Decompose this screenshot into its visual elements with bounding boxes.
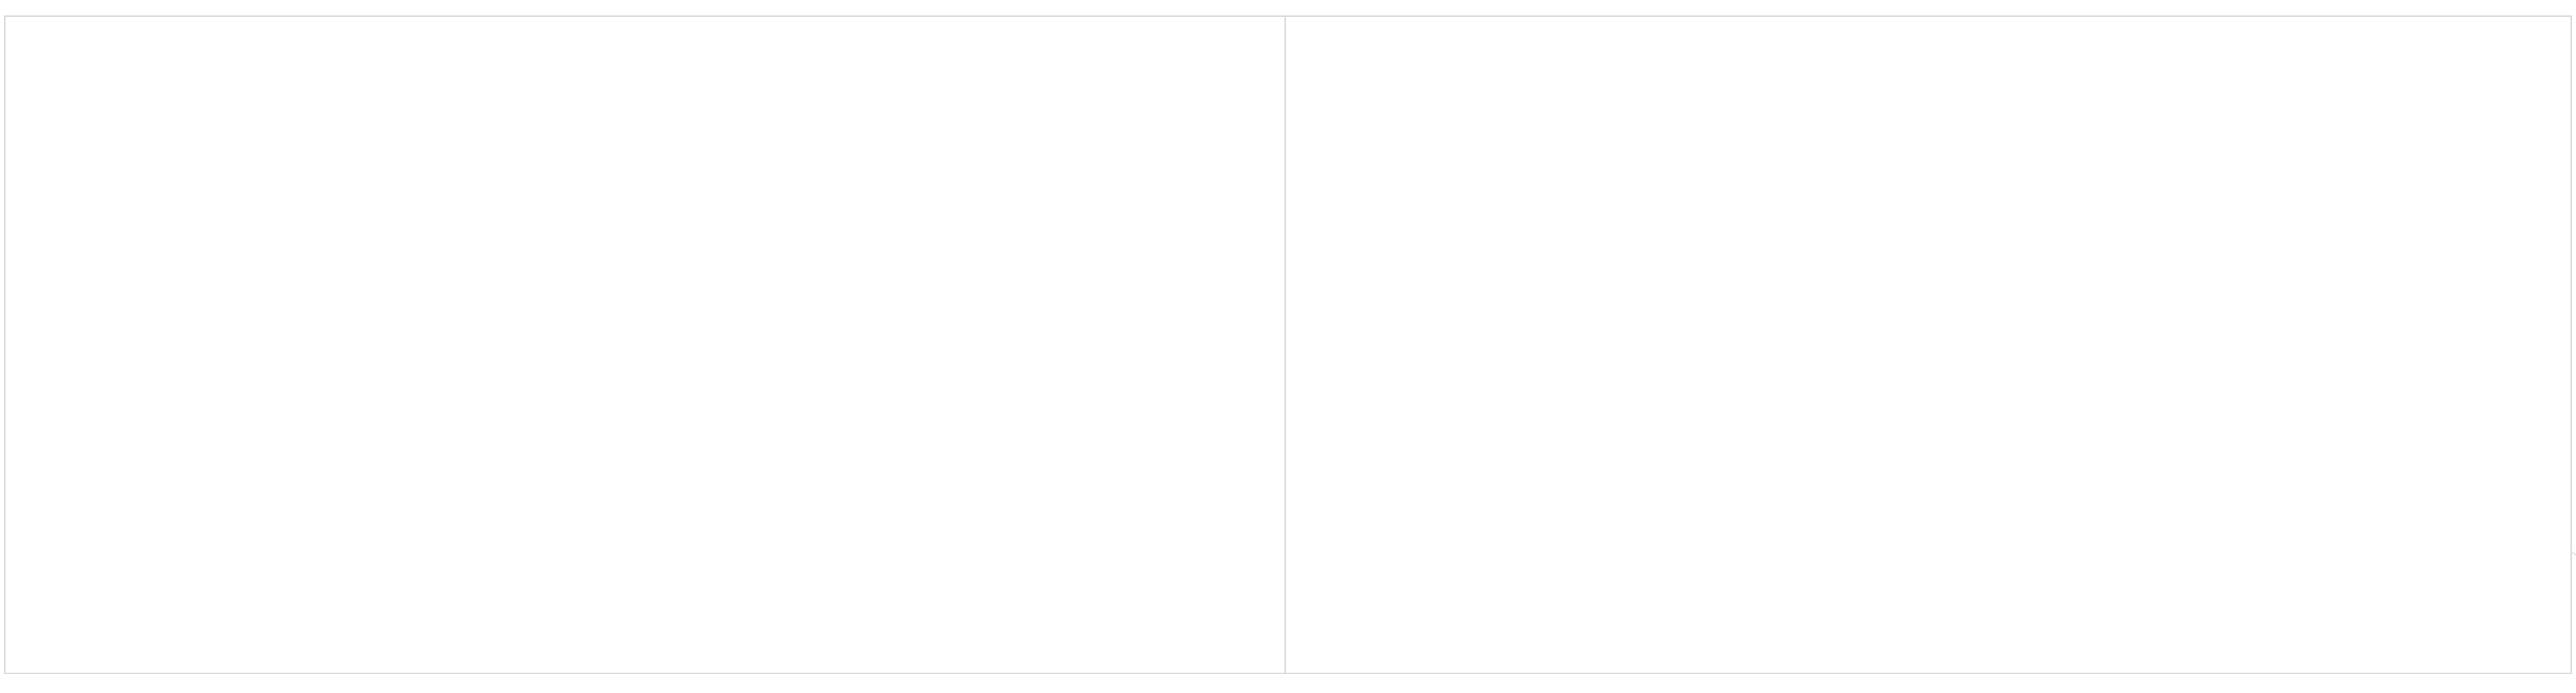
- panel-frame-sc: [1284, 15, 2572, 674]
- panel-frame-nec: [4, 15, 1286, 674]
